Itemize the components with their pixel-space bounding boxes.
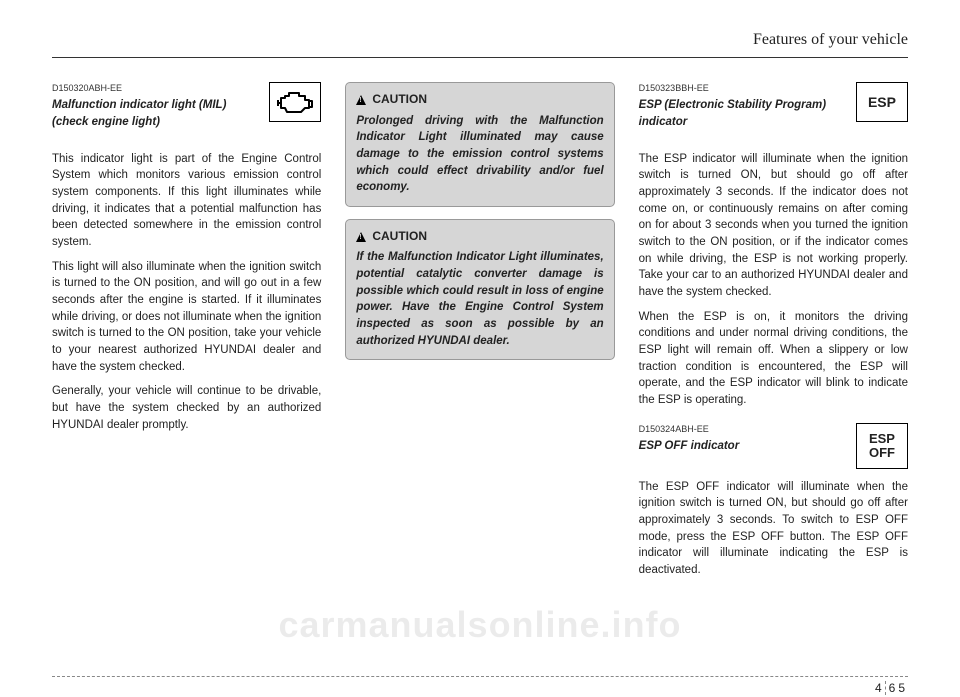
- caution-label: CAUTION: [372, 91, 427, 108]
- section-title: Malfunction indicator light (MIL) (check…: [52, 97, 263, 130]
- section-head-text: D150320ABH-EE Malfunction indicator ligh…: [52, 82, 263, 140]
- caution-body: If the Malfunction Indicator Light illum…: [356, 249, 603, 349]
- body-paragraph: This indicator light is part of the Engi…: [52, 151, 321, 251]
- warning-triangle-icon: [356, 232, 366, 242]
- caution-heading: CAUTION: [356, 228, 603, 245]
- page-number-value: 65: [885, 681, 908, 695]
- section-code: D150320ABH-EE: [52, 82, 263, 95]
- esp-off-indicator-icon: ESP OFF: [856, 423, 908, 469]
- column-3: D150323BBH-EE ESP (Electronic Stability …: [639, 82, 908, 587]
- column-1: D150320ABH-EE Malfunction indicator ligh…: [52, 82, 321, 587]
- section-head: D150320ABH-EE Malfunction indicator ligh…: [52, 82, 321, 140]
- section-code: D150323BBH-EE: [639, 82, 850, 95]
- column-2: CAUTION Prolonged driving with the Malfu…: [345, 82, 614, 587]
- chapter-number: 4: [875, 681, 885, 695]
- page-header: Features of your vehicle: [52, 28, 908, 58]
- caution-label: CAUTION: [372, 228, 427, 245]
- section-head: D150324ABH-EE ESP OFF indicator ESP OFF: [639, 423, 908, 469]
- section-title: ESP OFF indicator: [639, 438, 850, 455]
- section-head: D150323BBH-EE ESP (Electronic Stability …: [639, 82, 908, 140]
- body-paragraph: The ESP indicator will illuminate when t…: [639, 151, 908, 301]
- header-title: Features of your vehicle: [753, 31, 908, 48]
- page-footer: 465: [52, 676, 908, 677]
- body-paragraph: When the ESP is on, it monitors the driv…: [639, 309, 908, 409]
- section-head-text: D150323BBH-EE ESP (Electronic Stability …: [639, 82, 850, 140]
- caution-heading: CAUTION: [356, 91, 603, 108]
- icon-label: ESP: [868, 95, 896, 110]
- section-head-text: D150324ABH-EE ESP OFF indicator: [639, 423, 850, 465]
- warning-triangle-icon: [356, 95, 366, 105]
- section-title: ESP (Electronic Stability Program) indic…: [639, 97, 850, 130]
- section-code: D150324ABH-EE: [639, 423, 850, 436]
- body-paragraph: Generally, your vehicle will continue to…: [52, 383, 321, 433]
- icon-label: ESP OFF: [869, 432, 895, 459]
- footer-dashed-rule: [52, 676, 908, 677]
- caution-body: Prolonged driving with the Malfunction I…: [356, 113, 603, 196]
- caution-box: CAUTION Prolonged driving with the Malfu…: [345, 82, 614, 207]
- content-columns: D150320ABH-EE Malfunction indicator ligh…: [52, 82, 908, 587]
- engine-icon-svg: [275, 88, 315, 116]
- body-paragraph: The ESP OFF indicator will illuminate wh…: [639, 479, 908, 579]
- caution-box: CAUTION If the Malfunction Indicator Lig…: [345, 219, 614, 360]
- esp-indicator-icon: ESP: [856, 82, 908, 122]
- check-engine-icon: [269, 82, 321, 122]
- manual-page: Features of your vehicle D150320ABH-EE M…: [0, 0, 960, 689]
- watermark-text: carmanualsonline.info: [0, 599, 960, 651]
- body-paragraph: This light will also illuminate when the…: [52, 259, 321, 376]
